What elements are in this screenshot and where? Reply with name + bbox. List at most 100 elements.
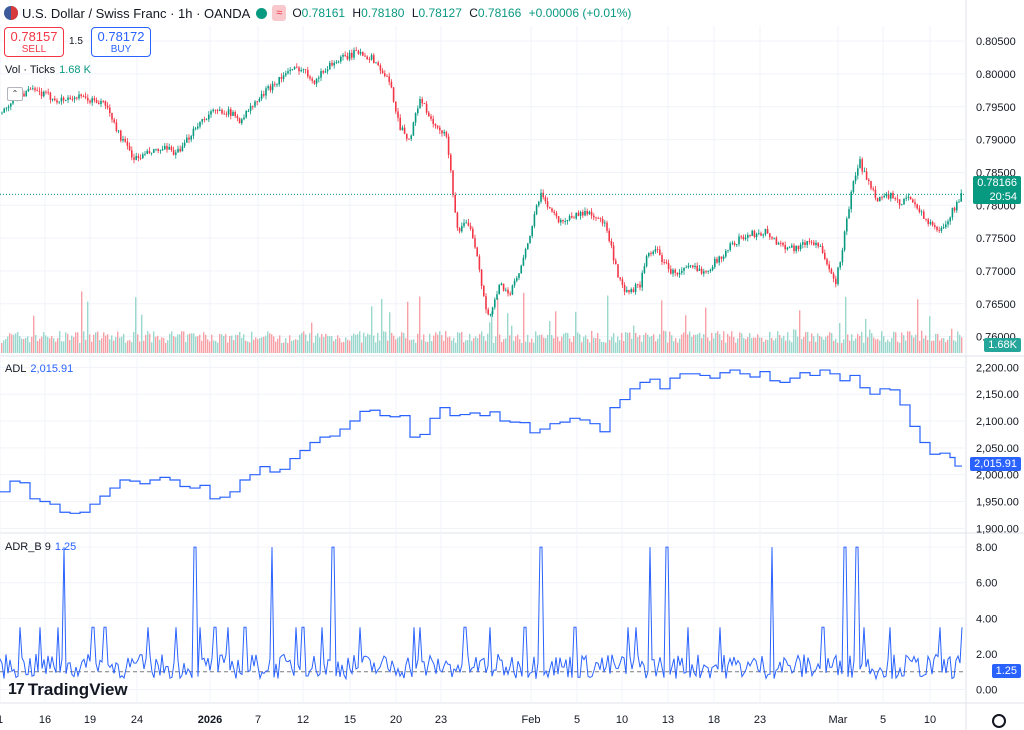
volume-bar — [73, 337, 75, 353]
volume-bar — [927, 340, 929, 353]
volume-bar — [791, 342, 793, 353]
volume-bar — [255, 337, 257, 353]
candle-body — [252, 105, 254, 107]
volume-bar — [57, 338, 59, 353]
candle-body — [298, 67, 300, 72]
candle-body — [953, 207, 956, 211]
candle-body — [802, 242, 804, 245]
candle-body — [368, 59, 371, 61]
volume-bar — [805, 332, 807, 353]
candle-body — [571, 216, 573, 218]
volume-bar — [27, 336, 29, 353]
volume-bar — [679, 338, 681, 353]
candle-body — [463, 222, 465, 227]
candle-body — [335, 62, 338, 63]
time-tick-label: 20 — [390, 714, 402, 726]
candle-body — [373, 55, 375, 64]
candle-body — [168, 146, 170, 150]
candle-body — [837, 267, 839, 285]
volume-bar — [253, 339, 255, 353]
volume-bar — [237, 335, 239, 353]
candle-body — [276, 84, 278, 86]
candle-body — [27, 88, 30, 92]
candle-body — [645, 256, 648, 267]
volume-bar — [229, 336, 231, 353]
volume-bar — [187, 334, 189, 353]
volume-bar — [753, 337, 755, 353]
volume-bar — [263, 336, 265, 353]
sell-button[interactable]: 0.78157 SELL — [4, 27, 64, 57]
candle-body — [824, 252, 826, 259]
symbol-title[interactable]: U.S. Dollar / Swiss Franc · 1h · OANDA — [22, 5, 251, 21]
candle-body — [782, 242, 784, 246]
volume-bar — [41, 336, 43, 353]
volume-bar — [701, 338, 703, 353]
candle-body — [157, 148, 159, 151]
volume-bar — [89, 334, 91, 353]
candle-body — [447, 136, 450, 155]
adl-legend[interactable]: ADL 2,015.91 — [5, 363, 74, 375]
candle-body — [131, 150, 133, 158]
candle-body — [106, 105, 109, 108]
volume-bar — [193, 333, 195, 353]
volume-bar — [139, 341, 141, 353]
candle-body — [656, 249, 659, 250]
volume-bar — [817, 333, 819, 353]
candle-body — [221, 109, 223, 114]
candle-body — [835, 278, 837, 285]
volume-bar — [329, 336, 331, 353]
volume-bar — [191, 333, 193, 353]
volume-bar — [545, 338, 547, 353]
candle-body — [531, 226, 533, 236]
collapse-legend-icon[interactable]: ⌃ — [7, 87, 23, 101]
volume-bar — [781, 337, 783, 353]
volume-bar — [883, 336, 885, 353]
time-tick-label: 7 — [255, 714, 261, 726]
volume-bar — [459, 332, 461, 353]
volume-bar — [403, 333, 405, 353]
candle-body — [518, 273, 520, 278]
candle-body — [3, 108, 5, 113]
candle-body — [236, 115, 239, 119]
volume-bar — [955, 341, 957, 353]
adr-legend[interactable]: ADR_B 9 1.25 — [5, 541, 77, 553]
candle-body — [736, 244, 738, 245]
candle-body — [225, 113, 228, 115]
adl-tick-label: 1,950.00 — [976, 496, 1019, 508]
candle-body — [659, 249, 661, 256]
candle-body — [619, 277, 621, 280]
volume-bar — [267, 331, 269, 353]
last-price-tag: 0.78166 20:54 — [973, 176, 1021, 204]
candle-body — [232, 112, 234, 116]
candle-body — [513, 280, 516, 286]
volume-bar — [649, 336, 651, 353]
candle-body — [949, 217, 951, 222]
candle-body — [115, 122, 118, 131]
volume-bar — [873, 337, 875, 353]
candle-body — [582, 211, 584, 216]
volume-bar — [3, 340, 5, 353]
candle-body — [245, 111, 247, 118]
volume-bar — [737, 338, 739, 353]
candle-body — [632, 289, 635, 292]
volume-bar — [65, 332, 67, 353]
volume-bar — [903, 335, 905, 353]
volume-bar — [183, 331, 185, 353]
adl-tick-label: 1,900.00 — [976, 523, 1019, 535]
data-delay-icon[interactable]: ≈ — [272, 5, 287, 21]
candle-body — [925, 218, 927, 220]
buy-button[interactable]: 0.78172 BUY — [91, 27, 151, 57]
volume-legend[interactable]: Vol · Ticks 1.68 K — [5, 64, 91, 76]
volume-bar — [429, 333, 431, 353]
volume-bar — [503, 339, 505, 353]
volume-bar — [239, 331, 241, 353]
candle-body — [549, 207, 551, 209]
time-tick-label: 5 — [880, 714, 886, 726]
volume-bar — [513, 340, 515, 353]
candle-body — [511, 285, 514, 295]
tradingview-logo: 17 TradingView — [8, 680, 128, 699]
volume-bar — [941, 338, 943, 353]
gear-icon[interactable] — [992, 714, 1006, 728]
volume-bar — [797, 336, 799, 353]
